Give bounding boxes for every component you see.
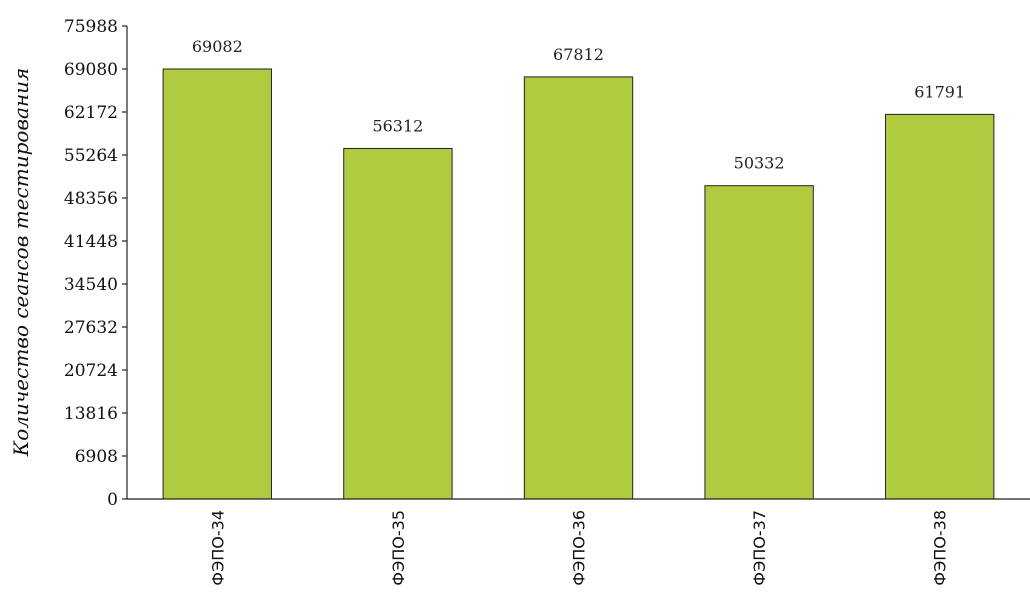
bar [885, 113, 995, 500]
value-labels: 69082 56312 67812 50332 61791 [192, 37, 965, 173]
bar [162, 68, 272, 500]
y-tick-label: 69080 [64, 60, 118, 80]
x-tick-label: ФЭПО-34 [208, 510, 227, 586]
x-tick-label: ФЭПО-37 [750, 510, 769, 586]
bar-value-label: 50332 [734, 154, 785, 173]
bar [704, 185, 814, 500]
y-axis-ticks: 0 6908 13816 20724 27632 34540 41448 48356 55264… [64, 17, 127, 510]
y-tick-label: 62172 [64, 103, 118, 123]
x-axis-labels: ФЭПО-34 ФЭПО-35 ФЭПО-36 ФЭПО-37 ФЭПО-38 [208, 510, 949, 586]
x-tick-label: ФЭПО-35 [389, 510, 408, 586]
bar [523, 76, 634, 500]
y-tick-label: 34540 [64, 275, 118, 295]
x-tick-label: ФЭПО-38 [931, 510, 950, 586]
y-tick-label: 48356 [64, 189, 118, 209]
y-axis-title: Количество сеансов тестирования [9, 68, 33, 458]
y-tick-label: 20724 [64, 361, 118, 381]
bar-value-label: 67812 [553, 45, 604, 64]
y-tick-label: 27632 [64, 318, 118, 338]
y-tick-label: 75988 [64, 17, 118, 37]
y-tick-label: 41448 [64, 232, 118, 252]
x-tick-label: ФЭПО-36 [570, 510, 589, 586]
y-tick-label: 13816 [64, 404, 118, 424]
y-tick-label: 55264 [64, 146, 118, 166]
y-tick-label: 6908 [75, 447, 118, 467]
y-tick-label: 0 [107, 490, 118, 510]
bars [162, 68, 995, 500]
bar-value-label: 61791 [914, 82, 965, 101]
bar-value-label: 69082 [192, 37, 243, 56]
bar [343, 147, 453, 500]
bar-value-label: 56312 [372, 116, 423, 135]
